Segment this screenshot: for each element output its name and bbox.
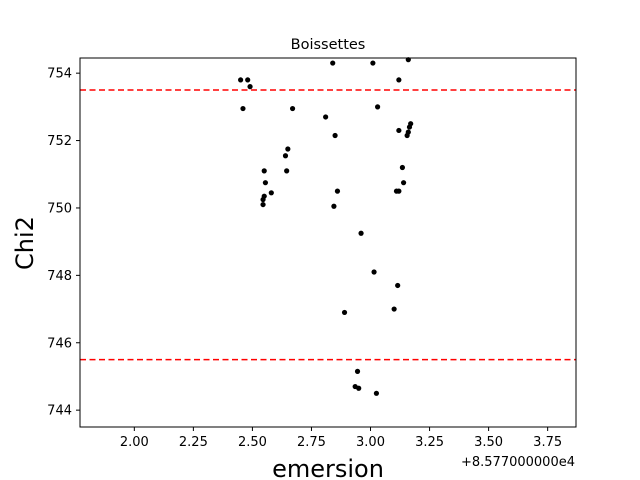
x-tick-label: 2.75 — [297, 435, 326, 450]
chart-title: Boissettes — [291, 37, 366, 53]
data-point — [240, 105, 246, 112]
data-point — [289, 105, 296, 112]
data-point — [262, 180, 269, 186]
data-point — [245, 77, 251, 83]
data-point — [238, 77, 244, 83]
x-tick-label: 3.50 — [474, 435, 503, 450]
x-tick-label: 2.25 — [179, 435, 208, 450]
data-point — [334, 188, 341, 194]
x-tick-label: 3.00 — [356, 435, 385, 450]
y-axis-label: Chi2 — [11, 216, 39, 270]
data-point — [391, 306, 397, 312]
data-point — [330, 60, 336, 66]
data-point — [396, 127, 402, 134]
data-point — [341, 309, 348, 316]
data-point — [400, 180, 407, 186]
x-tick-label: 2.50 — [238, 435, 267, 450]
data-point — [406, 124, 413, 130]
y-tick-label: 744 — [47, 404, 72, 419]
data-point — [399, 164, 405, 171]
data-point — [395, 282, 401, 289]
plot-frame — [79, 57, 577, 428]
data-point — [371, 269, 377, 275]
data-point — [356, 385, 362, 391]
y-tick-label: 750 — [47, 201, 72, 216]
data-point — [247, 84, 253, 90]
y-tick-label: 748 — [47, 269, 72, 284]
data-point — [260, 201, 266, 208]
data-point — [285, 146, 291, 152]
data-point — [332, 132, 338, 139]
y-tick-label: 746 — [47, 336, 72, 351]
x-axis-offset-label: +8.577000000e4 — [461, 455, 575, 470]
data-point — [284, 168, 290, 174]
data-point — [370, 60, 376, 66]
data-point — [323, 114, 329, 120]
x-tick-label: 3.25 — [415, 435, 444, 450]
x-axis-label: emersion — [272, 455, 384, 480]
data-point — [261, 168, 267, 174]
data-point — [282, 153, 289, 159]
data-point — [260, 196, 266, 203]
y-tick-label: 752 — [47, 134, 72, 149]
data-point — [268, 190, 274, 196]
data-point — [396, 77, 402, 83]
data-point — [404, 132, 410, 139]
data-point — [373, 390, 380, 396]
data-point — [396, 188, 402, 194]
data-point — [354, 368, 361, 374]
y-tick-label: 754 — [47, 67, 72, 82]
x-tick-label: 2.00 — [120, 435, 149, 450]
data-point — [331, 203, 337, 209]
data-point — [358, 230, 364, 236]
x-tick-label: 3.75 — [533, 435, 562, 450]
data-point — [375, 104, 381, 110]
